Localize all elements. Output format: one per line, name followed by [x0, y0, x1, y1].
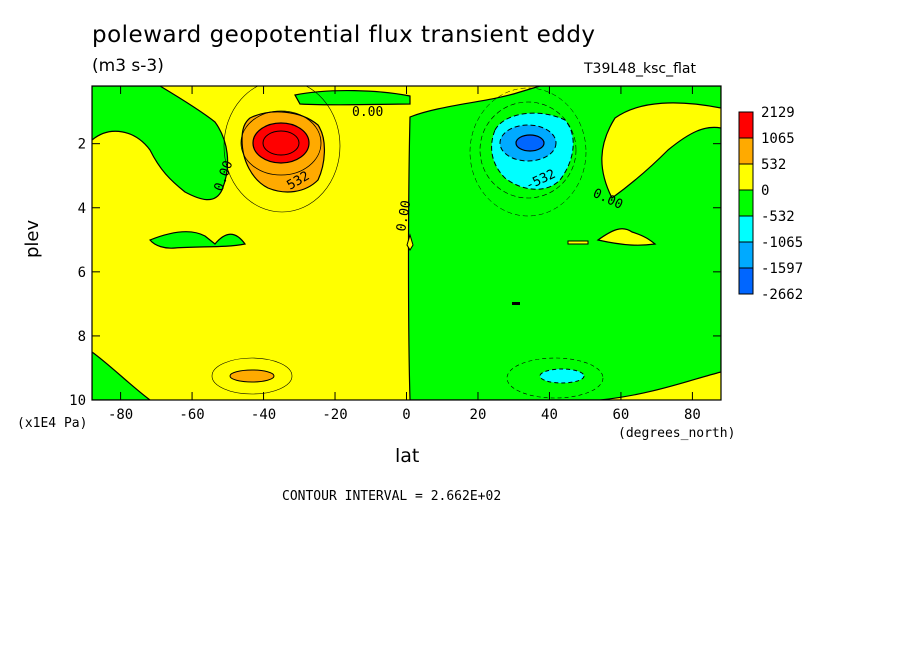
colorbar: 2129 1065 532 0 -532 -1065 -1597 -2662: [738, 105, 803, 303]
colorbar-label: 1065: [761, 131, 795, 147]
positive-island-north-2: [567, 240, 589, 245]
contour-interval-note: CONTOUR INTERVAL = 2.662E+02: [282, 489, 502, 504]
plot-fill: [92, 86, 721, 400]
contour-label: 0.00: [394, 199, 414, 232]
y-tick-label: 10: [69, 393, 86, 409]
positive-island-north: [596, 228, 657, 246]
negative-region-southwest: [92, 86, 229, 201]
chart-title: poleward geopotential flux transient edd…: [92, 22, 596, 48]
x-tick-label: -20: [322, 407, 347, 423]
colorbar-label: 2129: [761, 105, 795, 121]
x-tick-label: 0: [402, 407, 410, 423]
colorbar-label: 0: [761, 183, 769, 199]
x-tick-label: 60: [613, 407, 630, 423]
negative-band-south: [149, 231, 247, 249]
experiment-label: T39L48_ksc_flat: [584, 61, 696, 77]
x-tick-label: -80: [108, 407, 133, 423]
x-tick-label: -40: [251, 407, 276, 423]
x-tick-label: 20: [470, 407, 487, 423]
max-region-bottom: [229, 369, 275, 383]
x-axis-label: lat: [395, 445, 420, 467]
colorbar-label: -1065: [761, 235, 803, 251]
colorbar-swatch: [738, 111, 754, 139]
x-tick-label: -60: [179, 407, 204, 423]
colorbar-label: 532: [761, 157, 786, 173]
min-region-bottom: [539, 368, 585, 384]
colorbar-swatch: [738, 267, 754, 295]
colorbar-swatch: [738, 163, 754, 191]
colorbar-swatch: [738, 215, 754, 243]
x-axis: -80 -60 -40 -20 0 20 40 60 80: [108, 86, 701, 423]
colorbar-swatch: [738, 241, 754, 269]
colorbar-label: -532: [761, 209, 795, 225]
y-tick-label: 2: [78, 137, 86, 153]
min-region-darkblue: [515, 134, 545, 152]
x-tick-label: 40: [541, 407, 558, 423]
x-tick-label: 80: [684, 407, 701, 423]
contour-label: 0.00: [352, 105, 383, 120]
y-tick-label: 6: [78, 265, 86, 281]
colorbar-swatch: [738, 137, 754, 165]
negative-strip-top: [294, 89, 411, 106]
colorbar-swatch: [738, 189, 754, 217]
y-axis: 2 4 6 8 10: [69, 137, 721, 409]
x-axis-units: (degrees_north): [618, 426, 736, 441]
colorbar-label: -1597: [761, 261, 803, 277]
max-region-red: [252, 122, 310, 164]
y-axis-units: (x1E4 Pa): [17, 416, 88, 431]
chart-units: (m3 s-3): [92, 56, 164, 76]
y-tick-label: 4: [78, 201, 86, 217]
colorbar-label: -2662: [761, 287, 803, 303]
y-tick-label: 8: [78, 329, 86, 345]
